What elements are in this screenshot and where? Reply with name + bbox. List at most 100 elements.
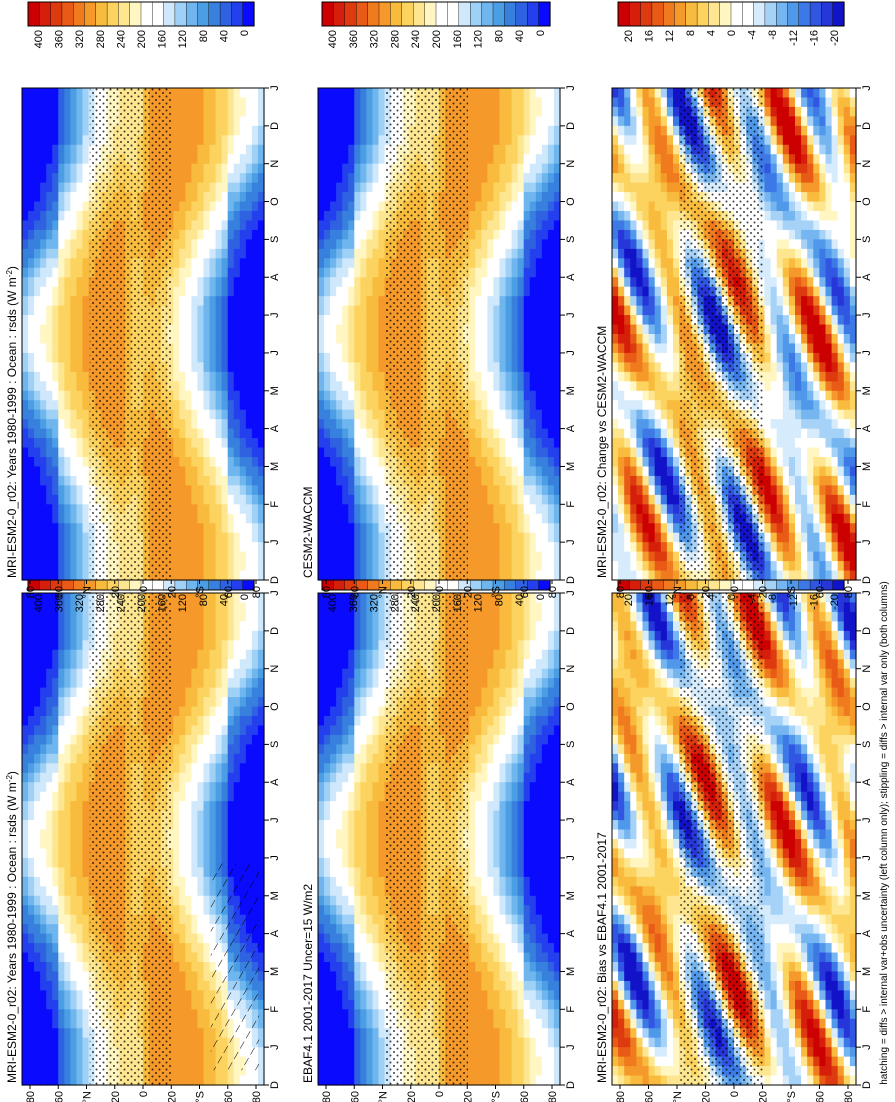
y-tick-label: 60 xyxy=(53,1091,65,1102)
x-tick-label: J xyxy=(269,590,281,596)
colorbar-tick-label: 8 xyxy=(685,30,697,36)
colorbar-tick-label: 0 xyxy=(726,594,738,600)
y-tick-label: 60 xyxy=(223,586,235,598)
x-tick-label: M xyxy=(861,891,873,900)
colorbar-tick-label: 200 xyxy=(431,30,443,48)
colorbar-tick-label: 320 xyxy=(74,30,86,48)
hatching xyxy=(210,863,260,1071)
x-tick-label: J xyxy=(269,539,281,545)
panel-title: CESM2-WACCM xyxy=(301,486,315,578)
colorbar-tick-label: 80 xyxy=(198,30,210,42)
colorbar-tick-label: 20 xyxy=(623,594,635,606)
colorbar-tick-label: 8 xyxy=(685,594,697,600)
x-tick-label: S xyxy=(269,741,281,748)
x-tick-label: J xyxy=(269,312,281,318)
y-tick-label: 80 xyxy=(547,1091,559,1102)
colorbar-tick-label: 280 xyxy=(389,594,401,612)
stippling xyxy=(89,593,173,1085)
y-tick-label: 20 xyxy=(701,586,713,598)
x-tick-label: A xyxy=(269,778,281,786)
x-tick-label: D xyxy=(565,122,577,130)
colorbar-tick-label: 320 xyxy=(74,594,86,612)
panel-title: MRI-ESM2-0_r02: Years 1980-1999 : Ocean … xyxy=(5,266,19,578)
stippling xyxy=(385,88,469,580)
y-tick-label: 20 xyxy=(462,1091,474,1102)
y-tick-label: °N xyxy=(672,1091,684,1102)
colorbar-tick-label: 280 xyxy=(95,594,107,612)
colorbar-tick-label: 120 xyxy=(473,30,485,48)
y-tick-label: 60 xyxy=(349,1091,361,1102)
x-tick-label: J xyxy=(861,85,873,91)
colorbar-tick-label: 320 xyxy=(369,594,381,612)
colorbar-tick-label: -20 xyxy=(829,30,841,46)
y-tick-label: 80 xyxy=(25,1091,37,1102)
colorbar-tick-label: 0 xyxy=(239,594,251,600)
x-tick-label: J xyxy=(861,312,873,318)
y-tick-label: 60 xyxy=(644,1091,656,1102)
y-tick-label: 80 xyxy=(843,586,855,598)
y-tick-label: °S xyxy=(491,1091,503,1102)
y-tick-label: °N xyxy=(378,586,390,598)
x-tick-label: D xyxy=(565,1081,577,1089)
y-tick-label: 20 xyxy=(758,1091,770,1102)
stippling xyxy=(385,593,469,1085)
colorbar-tick-label: 120 xyxy=(177,594,189,612)
x-tick-label: N xyxy=(269,665,281,673)
x-tick-label: D xyxy=(269,122,281,130)
y-tick-label: 20 xyxy=(110,586,122,598)
y-tick-label: 20 xyxy=(166,586,178,598)
y-tick-label: 20 xyxy=(406,586,418,598)
colorbar-tick-label: 0 xyxy=(239,30,251,36)
colorbar-tick-label: 200 xyxy=(431,594,443,612)
colorbar-tick-label: -12 xyxy=(788,30,800,46)
colorbar-tick-label: 4 xyxy=(705,30,717,36)
colorbar-tick-label: -8 xyxy=(767,594,779,604)
x-tick-label: J xyxy=(565,539,577,545)
colorbar-tick-label: 280 xyxy=(389,30,401,48)
x-tick-label: N xyxy=(565,665,577,673)
x-tick-label: A xyxy=(565,273,577,281)
x-tick-label: O xyxy=(269,702,281,711)
colorbar: 400 360 320 280 240 200 160 120 80 40 0 xyxy=(27,1,255,48)
colorbar-tick-label: 240 xyxy=(410,594,422,612)
colorbar-tick-label: 80 xyxy=(198,594,210,606)
colorbar-tick-label: 0 xyxy=(535,30,547,36)
y-tick-label: °S xyxy=(195,1091,207,1102)
colorbar-tick-label: 400 xyxy=(327,30,339,48)
x-tick-label: F xyxy=(269,1006,281,1013)
x-tick-label: F xyxy=(565,501,577,508)
x-tick-label: A xyxy=(269,424,281,432)
colorbar-tick-label: 160 xyxy=(157,30,169,48)
y-tick-label: 80 xyxy=(251,586,263,598)
x-tick-label: J xyxy=(861,855,873,861)
y-tick-label: 80 xyxy=(547,586,559,598)
x-tick-label: S xyxy=(861,236,873,243)
colorbar-tick-label: 12 xyxy=(664,30,676,42)
colorbar-tick-label: 200 xyxy=(136,594,148,612)
y-tick-label: 0 xyxy=(434,586,446,592)
x-tick-label: J xyxy=(565,1044,577,1050)
x-tick-label: D xyxy=(861,1081,873,1089)
y-tick-label: 80 xyxy=(615,586,627,598)
colorbar-tick-label: -16 xyxy=(808,594,820,610)
x-tick-label: M xyxy=(861,462,873,471)
colorbar-tick-label: 320 xyxy=(369,30,381,48)
x-tick-label: O xyxy=(861,197,873,206)
y-tick-label: °N xyxy=(82,586,94,598)
y-tick-label: 60 xyxy=(644,586,656,598)
y-tick-label: 60 xyxy=(519,1091,531,1102)
y-tick-label: 0 xyxy=(138,1091,150,1097)
y-tick-label: 80 xyxy=(25,586,37,598)
colorbar-tick-label: 360 xyxy=(54,594,66,612)
colorbar-tick-label: -12 xyxy=(788,594,800,610)
stippling xyxy=(89,88,173,580)
colorbar-tick-label: -16 xyxy=(808,30,820,46)
colorbar-tick-label: 400 xyxy=(327,594,339,612)
x-tick-label: J xyxy=(565,590,577,596)
colorbar-tick-label: -8 xyxy=(767,30,779,40)
colorbar-tick-label: 16 xyxy=(644,30,656,42)
colorbar-tick-label: -4 xyxy=(747,30,759,40)
stippling xyxy=(680,593,764,1085)
